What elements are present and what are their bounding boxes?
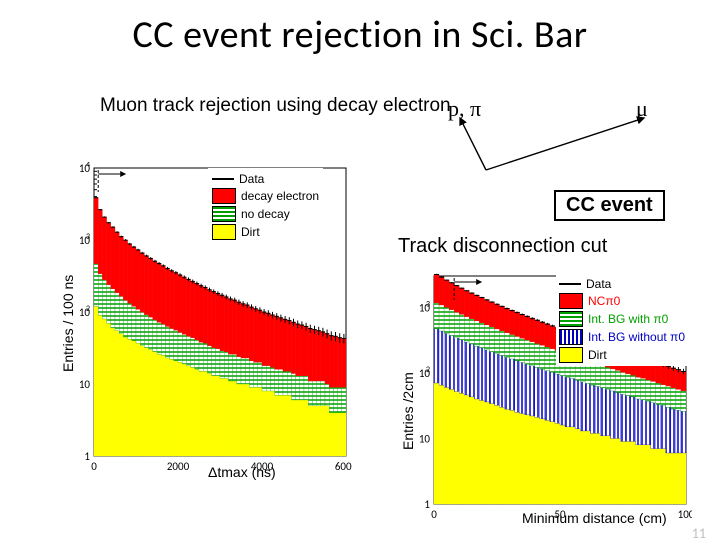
slide-title: CC event rejection in Sci. Bar	[0, 12, 720, 58]
right-ylabel: Entries /2cm	[400, 372, 416, 450]
svg-text:0: 0	[91, 460, 97, 473]
left-xlabel: Δtmax (ns)	[208, 464, 276, 480]
right-caption: Track disconnection cut	[398, 234, 607, 259]
svg-text:0: 0	[431, 508, 437, 521]
right-xlabel: Minimum distance (cm)	[522, 510, 667, 526]
svg-text:1: 1	[84, 450, 90, 463]
svg-text:10: 10	[79, 378, 91, 391]
page-number: 11	[692, 525, 706, 542]
svg-text:2: 2	[426, 365, 430, 375]
svg-text:4: 4	[86, 162, 90, 170]
svg-text:10: 10	[419, 432, 431, 445]
left-legend: Datadecay electronno decayDirt	[208, 168, 323, 244]
svg-text:6000: 6000	[335, 460, 352, 473]
svg-text:2: 2	[86, 304, 90, 314]
right-legend: DataNCπ0Int. BG with π0Int. BG without π…	[556, 274, 688, 366]
left-plot: 1101021031040200040006000 Entries / 100 …	[52, 162, 352, 482]
right-plot: 110102103050100 Entries /2cm Minimum dis…	[392, 270, 692, 530]
v-track-icon	[430, 112, 660, 182]
left-caption: Muon track rejection using decay electro…	[100, 94, 451, 118]
svg-text:3: 3	[426, 299, 430, 309]
svg-text:2000: 2000	[167, 460, 190, 473]
svg-text:100: 100	[678, 508, 692, 521]
svg-text:3: 3	[86, 232, 90, 242]
cc-event-box: CC event	[554, 190, 665, 221]
svg-text:1: 1	[424, 498, 430, 511]
left-ylabel: Entries / 100 ns	[60, 275, 76, 372]
